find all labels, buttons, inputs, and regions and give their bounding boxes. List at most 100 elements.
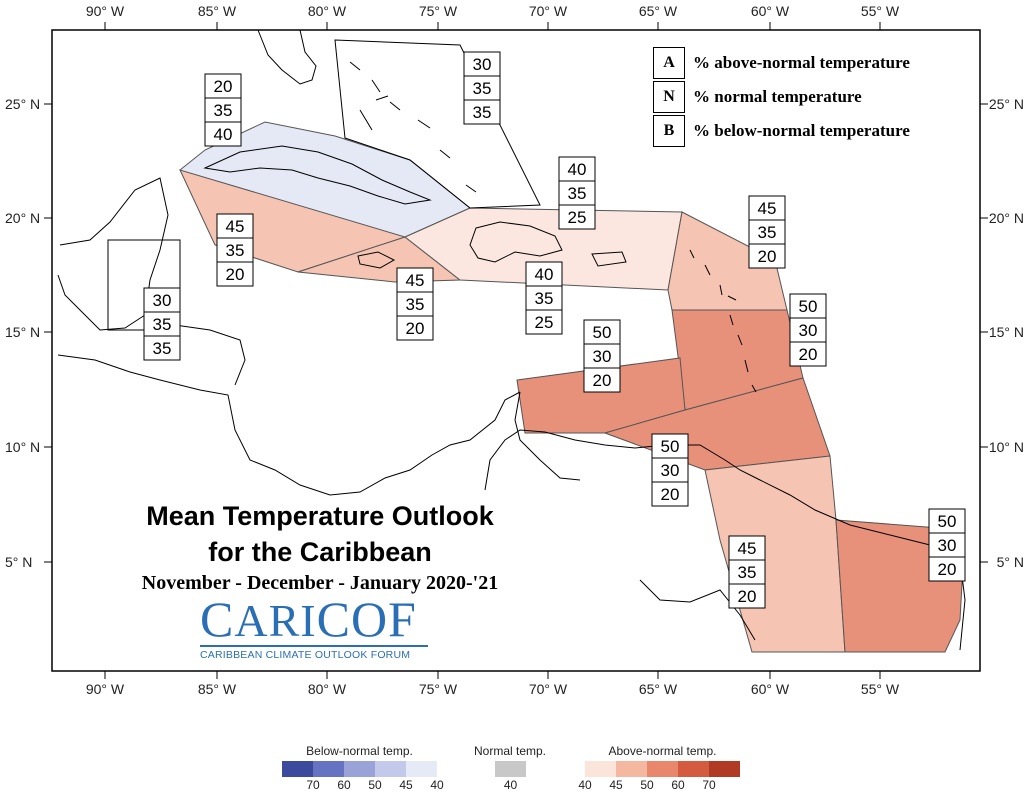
bahamas-box (334, 39, 541, 209)
probability-value-a: 40 (568, 160, 587, 179)
lon-tick-label: 55° W (861, 3, 900, 19)
probability-box-leeward-islands: 45 35 20 (748, 195, 786, 269)
lon-tick-label: 65° W (639, 681, 678, 697)
probability-cell (204, 121, 242, 147)
probability-cell (789, 293, 827, 319)
lat-tick-label: 20° N (989, 210, 1024, 226)
probability-cell (558, 156, 596, 182)
colorbar-tick-label: 60 (671, 778, 685, 792)
colorbar-tick-label: 45 (609, 778, 623, 792)
probability-value-n: 35 (214, 101, 233, 120)
probability-box-bahamas: 30 35 35 (463, 51, 501, 125)
probability-cell (651, 481, 689, 507)
probability-value-a: 50 (593, 323, 612, 342)
legend-key-row-above: A % above-normal temperature (653, 46, 910, 79)
legend-key-text: % above-normal temperature (693, 52, 910, 72)
colorbar-tick-label: 60 (337, 778, 351, 792)
probability-value-b: 35 (473, 103, 492, 122)
map-title-line2: for the Caribbean (208, 537, 432, 567)
probability-cell (216, 237, 254, 263)
legend-key: A % above-normal temperature N % normal … (653, 46, 910, 148)
probability-cell (204, 73, 242, 99)
colorbar-tick-label: 50 (640, 778, 654, 792)
lon-tick-label: 70° W (529, 681, 568, 697)
lat-tick-label: 5° N (5, 554, 32, 570)
colorbar-below-swatches (282, 761, 437, 777)
probability-box-hispaniola-north: 40 35 25 (558, 156, 596, 230)
yucatan-coast (57, 177, 169, 331)
probability-cell (651, 433, 689, 459)
probability-cell (143, 287, 181, 313)
colorbar-swatch (678, 761, 709, 777)
lat-tick-label: 5° N (997, 554, 1024, 570)
probability-cell (396, 267, 434, 293)
lat-tick-label: 15° N (5, 324, 40, 340)
lat-tick-label: 15° N (989, 324, 1024, 340)
hispaniola-coast (469, 221, 563, 263)
colorbar-swatch (344, 761, 375, 777)
colorbar-swatch (647, 761, 678, 777)
probability-box-abc-islands: 50 30 20 (583, 319, 621, 393)
lon-tick-label: 75° W (419, 681, 458, 697)
florida-coast (257, 29, 317, 85)
probability-cell (558, 204, 596, 230)
probability-value-n: 35 (473, 79, 492, 98)
colorbar-swatch (375, 761, 406, 777)
probability-value-a: 45 (406, 271, 425, 290)
probability-value-n: 30 (938, 536, 957, 555)
puerto-rico-coast (591, 251, 627, 267)
probability-value-b: 35 (153, 339, 172, 358)
map-title-line1: Mean Temperature Outlook (146, 501, 494, 531)
colorbar-tick-label: 40 (578, 778, 592, 792)
probability-value-n: 30 (661, 461, 680, 480)
colorbar-tick-label: 50 (368, 778, 382, 792)
probability-value-a: 40 (535, 265, 554, 284)
probability-value-b: 40 (214, 125, 233, 144)
probability-cell (463, 99, 501, 125)
cuba-coast (203, 145, 432, 205)
probability-box-trinidad: 50 30 20 (651, 433, 689, 507)
legend-key-row-below: B % below-normal temperature (653, 114, 910, 147)
probability-value-n: 35 (535, 289, 554, 308)
legend-key-text: % normal temperature (693, 86, 862, 106)
central-america-coast (57, 354, 521, 496)
axis-ticks: 90° W 90° W 85° W 85° W 80° W 80° W 75° W 75° W… (5, 3, 1024, 697)
colorbar-below-title: Below-normal temp. (306, 744, 413, 758)
probability-cell (928, 508, 966, 534)
probability-value-b: 20 (406, 319, 425, 338)
legend-key-letter: A (653, 46, 685, 79)
lon-tick-label: 70° W (529, 3, 568, 19)
lon-tick-label: 60° W (751, 3, 790, 19)
colorbar-normal-swatches (495, 761, 550, 777)
probability-value-n: 30 (593, 347, 612, 366)
colorbar-tick-label: 70 (306, 778, 320, 792)
lon-tick-label: 60° W (751, 681, 790, 697)
probability-value-n: 35 (153, 315, 172, 334)
probability-cell (396, 315, 434, 341)
probability-value-b: 20 (593, 371, 612, 390)
probability-value-n: 35 (406, 295, 425, 314)
probability-box-cuba: 20 35 40 (204, 73, 242, 147)
caricof-logo-subtitle: CARIBBEAN CLIMATE OUTLOOK FORUM (200, 649, 411, 661)
lon-tick-label: 80° W (308, 681, 347, 697)
south-america-coast (484, 429, 966, 651)
probability-cell (748, 219, 786, 245)
lesser-antilles (689, 249, 757, 393)
probability-value-a: 45 (738, 539, 757, 558)
probability-cell (728, 559, 766, 585)
probability-cell (583, 319, 621, 345)
probability-cell (525, 261, 563, 287)
map-title-block: Mean Temperature Outlook for the Caribbe… (95, 498, 545, 595)
colorbar-tick-label: 40 (503, 778, 518, 792)
probability-cell (463, 51, 501, 77)
probability-cell (143, 335, 181, 361)
caricof-logo: CARICOF CARIBBEAN CLIMATE OUTLOOK FORUM (200, 594, 432, 661)
probability-value-a: 45 (226, 217, 245, 236)
probability-value-n: 35 (226, 241, 245, 260)
colorbar-swatch (406, 761, 437, 777)
probability-cell (216, 213, 254, 239)
probability-box-windward-islands: 50 30 20 (789, 293, 827, 367)
bahamas-islands (349, 61, 477, 193)
colorbar-swatch (709, 761, 740, 777)
